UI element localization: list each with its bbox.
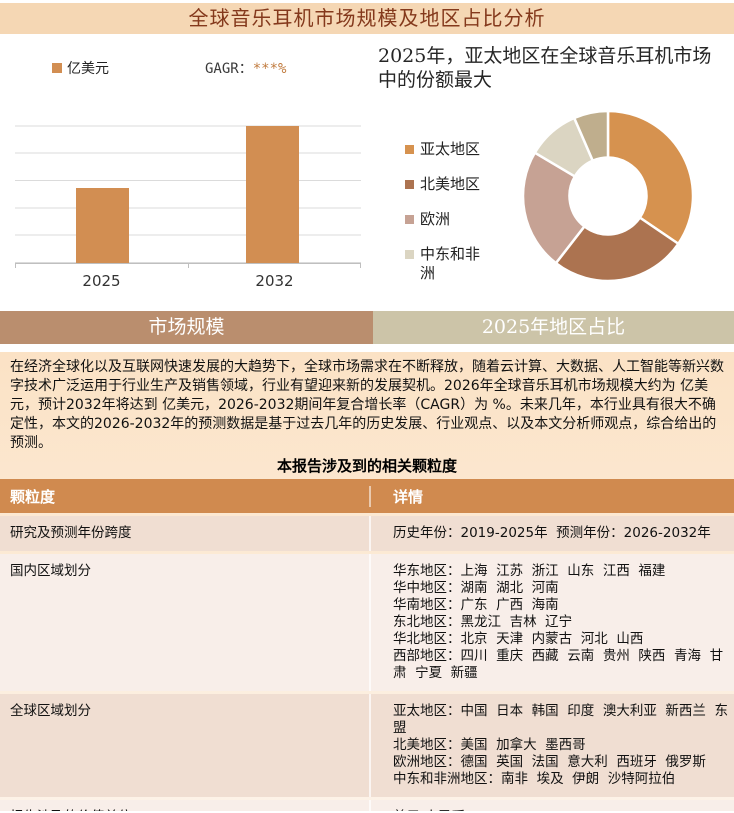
donut-section: 2025年，亚太地区在全球音乐耳机市场中的份额最大 亚太地区北美地区欧洲中东和非… xyxy=(375,34,734,306)
bar-chart-legend: 亿美元 xyxy=(52,58,109,78)
row-detail-cell: 美元/人民币 xyxy=(371,800,734,811)
tab-region-share[interactable]: 2025年地区占比 xyxy=(373,311,734,344)
axis-tick xyxy=(360,263,361,268)
legend-swatch-icon xyxy=(405,145,414,154)
donut-slice-北美地区 xyxy=(554,215,681,283)
x-axis-labels: 2025 2032 xyxy=(15,272,361,290)
table-body: 研究及预测年份跨度 历史年份：2019-2025年 预测年份：2026-2032年… xyxy=(0,516,734,811)
legend-label: 欧洲 xyxy=(420,210,451,228)
table-header-row: 颗粒度 详情 xyxy=(0,479,734,513)
donut-slice-欧洲 xyxy=(521,151,587,265)
donut-legend-item: 中东和非洲 xyxy=(405,245,490,283)
cagr-annotation: GAGR：***% xyxy=(205,58,286,78)
column-header-detail: 详情 xyxy=(393,487,424,506)
legend-label: 亚太地区 xyxy=(420,140,481,158)
axis-tick xyxy=(188,263,189,268)
table-row: 国内区域划分 华东地区：上海 江苏 浙江 山东 江西 福建 华中地区：湖南 湖北 … xyxy=(0,554,734,691)
donut-title: 2025年，亚太地区在全球音乐耳机市场中的份额最大 xyxy=(378,45,712,91)
legend-label: 北美地区 xyxy=(420,175,481,193)
legend-label: 中东和非洲 xyxy=(420,245,481,282)
table-row: 报告涉及的价值单位美元/人民币 xyxy=(0,800,734,811)
axis-tick xyxy=(15,263,16,268)
report-section: 在经济全球化以及互联网快速发展的大趋势下，全球市场需求在不断释放，随着云计算、大… xyxy=(0,352,734,811)
row-detail-cell: 亚太地区：中国 日本 韩国 印度 澳大利亚 新西兰 东盟 北美地区：美国 加拿大… xyxy=(393,703,728,787)
donut-legend-item: 欧洲 xyxy=(405,210,490,229)
legend-swatch-icon xyxy=(405,180,414,189)
donut-legend-item: 亚太地区 xyxy=(405,140,490,159)
legend-swatch-icon xyxy=(405,215,414,224)
x-label-2025: 2025 xyxy=(82,272,121,290)
bar-2032 xyxy=(246,126,299,263)
bar-plot-area xyxy=(15,99,361,268)
page-title: 全球音乐耳机市场规模及地区占比分析 xyxy=(0,3,734,34)
row-granularity-cell: 报告涉及的价值单位 xyxy=(0,800,371,811)
intro-paragraph: 在经济全球化以及互联网快速发展的大趋势下，全球市场需求在不断释放，随着云计算、大… xyxy=(10,359,724,451)
row-granularity-cell: 研究及预测年份跨度 xyxy=(0,516,371,551)
donut-chart xyxy=(521,109,695,283)
bar-2025 xyxy=(76,188,129,263)
legend-swatch-icon xyxy=(405,250,414,259)
tab-bar: 市场规模 2025年地区占比 xyxy=(0,311,734,344)
donut-slice-亚太地区 xyxy=(606,109,695,246)
donut-legend-item: 北美地区 xyxy=(405,175,490,194)
tab-market-size[interactable]: 市场规模 xyxy=(0,311,373,344)
column-header-granularity: 颗粒度 xyxy=(0,485,371,507)
bar-chart: 亿美元 GAGR：***% 2025 2032 xyxy=(0,34,370,306)
row-granularity-cell: 国内区域划分 xyxy=(0,554,371,691)
x-label-2032: 2032 xyxy=(255,272,294,290)
cagr-prefix: GAGR： xyxy=(205,61,253,77)
row-detail-cell: 华东地区：上海 江苏 浙江 山东 江西 福建 华中地区：湖南 湖北 河南 华南地… xyxy=(393,563,724,681)
legend-swatch-icon xyxy=(52,63,62,73)
row-detail-cell: 历史年份：2019-2025年 预测年份：2026-2032年 xyxy=(393,525,711,541)
table-row: 全球区域划分 亚太地区：中国 日本 韩国 印度 澳大利亚 新西兰 东盟 北美地区：… xyxy=(0,694,734,797)
row-granularity-cell: 全球区域划分 xyxy=(0,694,371,797)
bar-legend-label: 亿美元 xyxy=(67,61,109,77)
table-row: 研究及预测年份跨度 历史年份：2019-2025年 预测年份：2026-2032年 xyxy=(0,516,734,551)
donut-slice-unlabeled xyxy=(572,109,610,163)
table-heading: 本报告涉及到的相关颗粒度 xyxy=(276,457,457,475)
donut-legend: 亚太地区北美地区欧洲中东和非洲 xyxy=(405,140,490,299)
charts-row: 亿美元 GAGR：***% 2025 2032 2025年，亚太地区在全球音乐耳… xyxy=(0,34,734,306)
cagr-masked-value: ***% xyxy=(252,61,287,77)
